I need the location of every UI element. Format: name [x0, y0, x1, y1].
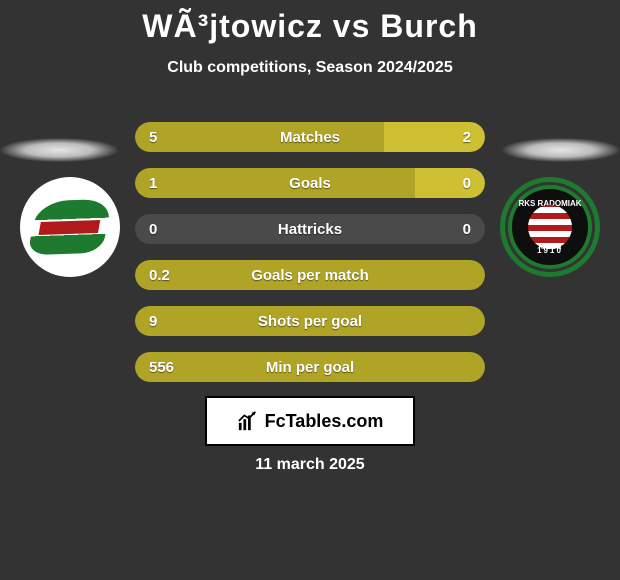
- stat-label: Goals: [135, 168, 485, 198]
- player-shadow-right: [502, 138, 620, 162]
- page-title: WÃ³jtowicz vs Burch: [0, 8, 620, 45]
- infographic-container: WÃ³jtowicz vs Burch Club competitions, S…: [0, 0, 620, 580]
- stat-value-right: 0: [463, 214, 471, 244]
- team-badge-right-bottom-text: 1910: [512, 246, 588, 255]
- stat-row: 556Min per goal: [135, 352, 485, 382]
- stat-row: 9Shots per goal: [135, 306, 485, 336]
- footer-date: 11 march 2025: [0, 456, 620, 474]
- stat-row: 0.2Goals per match: [135, 260, 485, 290]
- stat-label: Min per goal: [135, 352, 485, 382]
- team-badge-left: [20, 177, 120, 277]
- stats-bars: 5Matches21Goals00Hattricks00.2Goals per …: [135, 122, 485, 398]
- stat-row: 5Matches2: [135, 122, 485, 152]
- stat-label: Shots per goal: [135, 306, 485, 336]
- player-shadow-left: [0, 138, 118, 162]
- stat-label: Matches: [135, 122, 485, 152]
- branding-box: FcTables.com: [205, 396, 415, 446]
- stat-row: 0Hattricks0: [135, 214, 485, 244]
- branding-text: FcTables.com: [265, 411, 384, 432]
- stat-label: Hattricks: [135, 214, 485, 244]
- stat-row: 1Goals0: [135, 168, 485, 198]
- fctables-logo-icon: [237, 410, 259, 432]
- team-badge-right-inner: RKS RADOMIAK 1910: [508, 185, 592, 269]
- stat-value-right: 0: [463, 168, 471, 198]
- team-badge-right: RKS RADOMIAK 1910: [500, 177, 600, 277]
- stat-label: Goals per match: [135, 260, 485, 290]
- page-subtitle: Club competitions, Season 2024/2025: [0, 59, 620, 77]
- team-badge-right-ball: [528, 205, 572, 249]
- team-badge-left-flag: [27, 199, 113, 256]
- stat-value-right: 2: [463, 122, 471, 152]
